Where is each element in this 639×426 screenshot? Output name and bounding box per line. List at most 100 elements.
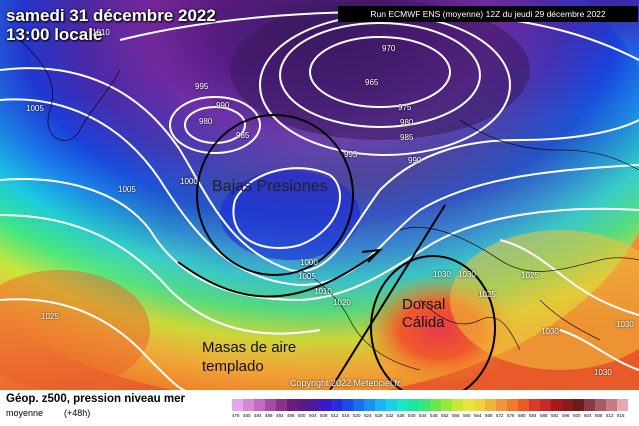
isobar-label: 1010 bbox=[314, 287, 332, 296]
color-scale-tick-label: 476 bbox=[232, 413, 240, 418]
color-scale-tick-label: 612 bbox=[606, 413, 614, 418]
isobar-label: 1000 bbox=[300, 258, 318, 267]
color-scale-tick-label: 600 bbox=[573, 413, 581, 418]
color-scale-swatch bbox=[441, 399, 452, 411]
warm-ridge-label-line1: Dorsal bbox=[402, 296, 446, 313]
isobar-label: 1030 bbox=[594, 368, 612, 377]
color-scale-swatch bbox=[562, 399, 573, 411]
isobar-label: 990 bbox=[408, 156, 422, 165]
color-scale-swatch bbox=[452, 399, 463, 411]
forecast-local-time: 13:00 locale bbox=[6, 25, 103, 44]
legend-lead-time: (+48h) bbox=[64, 408, 91, 418]
color-scale-tick-label: 560 bbox=[463, 413, 471, 418]
air-mass-label-line2: templado bbox=[202, 358, 264, 375]
pressure-map bbox=[0, 0, 639, 390]
isobar-label: 970 bbox=[382, 44, 396, 53]
color-scale-tick-label: 532 bbox=[386, 413, 394, 418]
color-scale-swatch bbox=[276, 399, 287, 411]
warm-ridge-label-line2: Cálida bbox=[402, 314, 445, 331]
color-scale-swatch bbox=[397, 399, 408, 411]
isobar-label: 980 bbox=[400, 118, 414, 127]
color-scale-tick-label: 512 bbox=[331, 413, 339, 418]
color-scale-tick-label: 516 bbox=[342, 413, 350, 418]
color-scale-tick-label: 528 bbox=[375, 413, 383, 418]
color-scale-swatch bbox=[232, 399, 243, 411]
color-scale-swatch bbox=[518, 399, 529, 411]
color-scale-tick-label: 540 bbox=[408, 413, 416, 418]
color-scale-tick-label: 588 bbox=[540, 413, 548, 418]
isobar-label: 980 bbox=[199, 117, 213, 126]
color-scale-tick-label: 496 bbox=[287, 413, 295, 418]
color-scale-swatch bbox=[331, 399, 342, 411]
color-scale-tick-label: 580 bbox=[518, 413, 526, 418]
color-scale-swatch bbox=[595, 399, 606, 411]
color-scale-swatch bbox=[408, 399, 419, 411]
color-scale-tick-label: 548 bbox=[430, 413, 438, 418]
color-scale-tick-label: 484 bbox=[254, 413, 262, 418]
color-scale-swatch bbox=[507, 399, 518, 411]
isobar-label: 995 bbox=[195, 82, 209, 91]
color-scale-tick-label: 556 bbox=[452, 413, 460, 418]
isobar-label: 975 bbox=[398, 103, 412, 112]
legend-subtitle: moyenne bbox=[6, 408, 44, 418]
isobar-label: 1005 bbox=[118, 185, 136, 194]
isobar-label: 1000 bbox=[180, 177, 198, 186]
color-scale-swatch bbox=[353, 399, 364, 411]
color-scale-swatch bbox=[375, 399, 386, 411]
isobar-label: 985 bbox=[400, 133, 414, 142]
color-scale-swatch bbox=[309, 399, 320, 411]
isobar-label: 990 bbox=[216, 101, 230, 110]
color-scale-swatch bbox=[606, 399, 617, 411]
color-scale-swatch bbox=[617, 399, 628, 411]
copyright-notice: Copyright 2022 Meteociel.fr bbox=[290, 378, 401, 388]
color-scale-swatch bbox=[485, 399, 496, 411]
color-scale-tick-label: 552 bbox=[441, 413, 449, 418]
forecast-date: samedi 31 décembre 2022 bbox=[6, 6, 216, 25]
color-scale-tick-label: 500 bbox=[298, 413, 306, 418]
color-scale-swatch bbox=[243, 399, 254, 411]
color-scale-tick-label: 488 bbox=[265, 413, 273, 418]
color-scale-swatch bbox=[254, 399, 265, 411]
model-run-banner: Run ECMWF ENS (moyenne) 12Z du jeudi 29 … bbox=[338, 6, 638, 22]
color-scale-swatch bbox=[496, 399, 507, 411]
isobar-label: 1005 bbox=[298, 272, 316, 281]
color-scale-swatch bbox=[584, 399, 595, 411]
color-scale-tick-label: 576 bbox=[507, 413, 515, 418]
color-scale-tick-label: 508 bbox=[320, 413, 328, 418]
color-scale bbox=[232, 399, 628, 411]
color-scale-tick-label: 572 bbox=[496, 413, 504, 418]
color-scale-swatch bbox=[463, 399, 474, 411]
color-scale-tick-label: 544 bbox=[419, 413, 427, 418]
isobar-label: 1020 bbox=[333, 298, 351, 307]
color-scale-tick-label: 520 bbox=[353, 413, 361, 418]
color-scale-tick-label: 596 bbox=[562, 413, 570, 418]
color-scale-tick-label: 568 bbox=[485, 413, 493, 418]
color-scale-tick-label: 592 bbox=[551, 413, 559, 418]
isobar-label: 1025 bbox=[521, 271, 539, 280]
isobar-label: 1030 bbox=[433, 270, 451, 279]
isobar-label: 1025 bbox=[41, 312, 59, 321]
color-scale-swatch bbox=[320, 399, 331, 411]
color-scale-swatch bbox=[386, 399, 397, 411]
color-scale-tick-label: 524 bbox=[364, 413, 372, 418]
isobar-label: 1030 bbox=[541, 327, 559, 336]
color-scale-tick-label: 584 bbox=[529, 413, 537, 418]
color-scale-swatch bbox=[364, 399, 375, 411]
color-scale-tick-label: 504 bbox=[309, 413, 317, 418]
color-scale-swatch bbox=[430, 399, 441, 411]
color-scale-tick-label: 564 bbox=[474, 413, 482, 418]
color-scale-swatch bbox=[540, 399, 551, 411]
color-scale-swatch bbox=[287, 399, 298, 411]
color-scale-tick-label: 480 bbox=[243, 413, 251, 418]
isobar-label: 1025 bbox=[478, 290, 496, 299]
color-scale-swatch bbox=[529, 399, 540, 411]
warm-ridge-circle bbox=[370, 255, 496, 390]
isobar-label: 1010 bbox=[92, 28, 110, 37]
color-scale-swatch bbox=[419, 399, 430, 411]
isobar-label: 1030 bbox=[616, 320, 634, 329]
color-scale-tick-label: 492 bbox=[276, 413, 284, 418]
warm-air-arrow bbox=[177, 249, 381, 298]
low-pressure-label: Bajas Presiones bbox=[212, 178, 328, 195]
low-pressure-circle bbox=[196, 114, 354, 276]
